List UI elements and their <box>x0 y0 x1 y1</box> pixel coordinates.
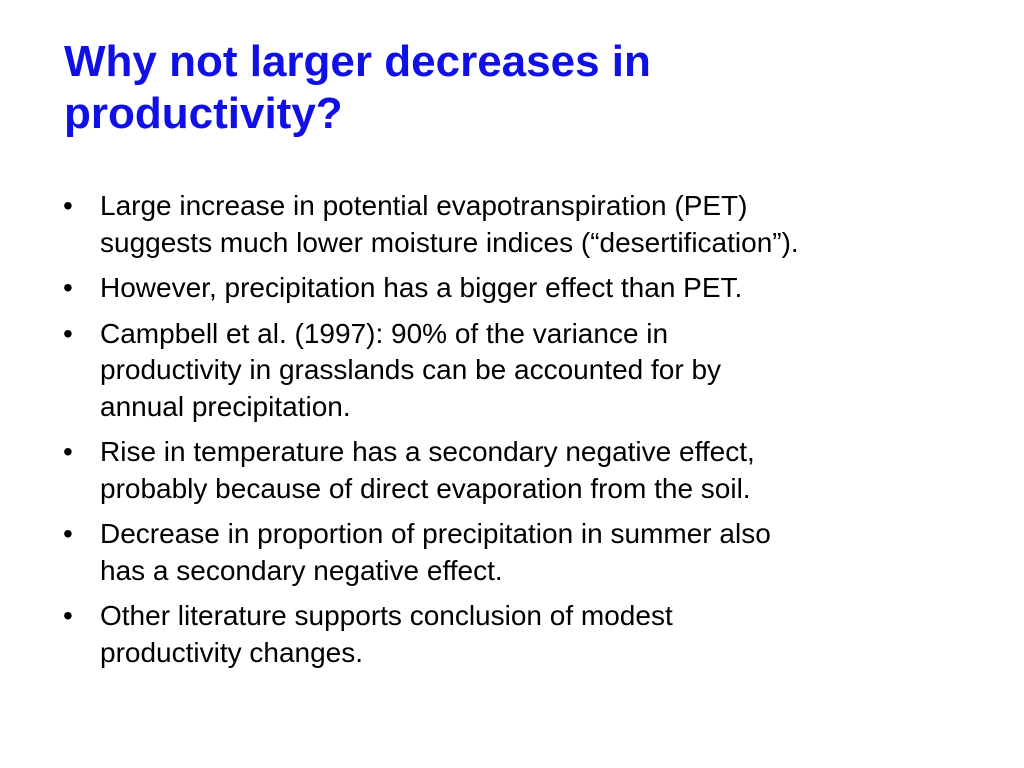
bullet-icon: • <box>63 272 73 303</box>
bullet-line: annual precipitation. <box>100 390 351 422</box>
bullet-item: • Campbell et al. (1997): 90% of the var… <box>0 316 1024 426</box>
bullet-item: • Other literature supports conclusion o… <box>0 598 1024 671</box>
bullet-text: Other literature supports conclusion of … <box>100 598 984 671</box>
bullet-list: • Large increase in potential evapotrans… <box>0 188 1024 680</box>
bullet-icon: • <box>63 317 73 349</box>
bullet-line: However, precipitation has a bigger effe… <box>100 272 743 303</box>
bullet-text: Decrease in proportion of precipitation … <box>100 516 984 589</box>
bullet-text: Rise in temperature has a secondary nega… <box>100 434 984 507</box>
bullet-line: productivity in grasslands can be accoun… <box>100 354 722 385</box>
bullet-line: Campbell et al. (1997): 90% of the varia… <box>100 317 669 349</box>
bullet-line: productivity changes. <box>100 636 364 668</box>
bullet-icon: • <box>63 436 73 467</box>
slide-title: Why not larger decreases in productivity… <box>64 36 964 140</box>
bullet-line: Other literature supports conclusion of … <box>100 600 673 631</box>
bullet-line: has a secondary negative effect. <box>100 554 503 586</box>
bullet-line: Rise in temperature has a secondary nega… <box>100 436 755 467</box>
bullet-text: Campbell et al. (1997): 90% of the varia… <box>100 316 984 426</box>
bullet-line: probably because of direct evaporation f… <box>100 472 751 504</box>
bullet-line: Large increase in potential evapotranspi… <box>100 190 748 221</box>
bullet-icon: • <box>63 190 73 221</box>
bullet-item: • Rise in temperature has a secondary ne… <box>0 434 1024 507</box>
bullet-text: However, precipitation has a bigger effe… <box>100 270 984 307</box>
bullet-line: Decrease in proportion of precipitation … <box>100 518 771 549</box>
bullet-item: • Decrease in proportion of precipitatio… <box>0 516 1024 589</box>
bullet-item: • However, precipitation has a bigger ef… <box>0 270 1024 307</box>
bullet-line: suggests much lower moisture indices (“d… <box>100 226 799 258</box>
slide-title-line: Why not larger decreases in <box>64 37 651 86</box>
bullet-icon: • <box>63 600 73 631</box>
bullet-text: Large increase in potential evapotranspi… <box>100 188 984 261</box>
slide-title-line: productivity? <box>64 89 343 138</box>
bullet-item: • Large increase in potential evapotrans… <box>0 188 1024 261</box>
bullet-icon: • <box>63 518 73 549</box>
